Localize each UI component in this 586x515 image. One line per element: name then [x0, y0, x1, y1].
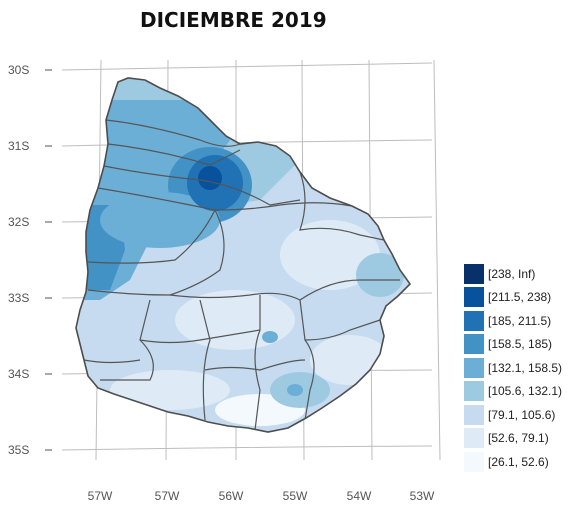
x-tick-label: 53W: [410, 489, 435, 503]
legend-item: [105.6, 132.1): [464, 380, 562, 404]
y-tick-label: 32S: [8, 215, 29, 229]
x-tick-label: 56W: [219, 489, 244, 503]
legend-label: [238, Inf): [488, 266, 536, 281]
legend-swatch: [464, 381, 484, 402]
legend-swatch: [464, 310, 484, 331]
y-tick-label: 35S: [8, 443, 29, 457]
map-title: DICIEMBRE 2019: [140, 8, 327, 32]
x-tick-label: 57W: [88, 489, 113, 503]
y-tick-label: 34S: [8, 367, 29, 381]
legend-label: [185, 211.5): [488, 313, 552, 328]
legend-label: [211.5, 238): [488, 290, 552, 305]
x-tick-label: 57W: [155, 489, 180, 503]
legend-item: [158.5, 185): [464, 333, 562, 357]
legend-swatch: [464, 404, 484, 425]
legend-label: [132.1, 158.5): [488, 360, 563, 375]
legend-label: [52.6, 79.1): [488, 431, 549, 446]
legend: [238, Inf) [211.5, 238) [185, 211.5) [15…: [464, 262, 562, 474]
legend-label: [26.1, 52.6): [488, 454, 549, 469]
y-tick-label: 31S: [8, 139, 29, 153]
legend-item: [79.1, 105.6): [464, 403, 562, 427]
precipitation-fill: [76, 78, 410, 432]
legend-swatch: [464, 263, 484, 284]
y-axis: 30S 31S 32S 33S 34S 35S: [8, 63, 52, 457]
legend-item: [185, 211.5): [464, 309, 562, 333]
x-axis: 57W 57W 56W 55W 54W 53W: [88, 489, 435, 503]
x-tick-label: 55W: [283, 489, 308, 503]
x-tick-label: 54W: [347, 489, 372, 503]
legend-swatch: [464, 287, 484, 308]
legend-item: [211.5, 238): [464, 286, 562, 310]
legend-item: [132.1, 158.5): [464, 356, 562, 380]
legend-label: [105.6, 132.1): [488, 384, 563, 399]
y-tick-label: 30S: [8, 63, 29, 77]
department-borders: [83, 119, 400, 431]
y-tick-label: 33S: [8, 291, 29, 305]
legend-item: [238, Inf): [464, 262, 562, 286]
legend-swatch: [464, 428, 484, 449]
country-outline: [75, 77, 412, 433]
legend-label: [79.1, 105.6): [488, 407, 556, 422]
legend-item: [26.1, 52.6): [464, 450, 562, 474]
legend-label: [158.5, 185): [488, 337, 553, 352]
legend-swatch: [464, 334, 484, 355]
legend-swatch: [464, 357, 484, 378]
legend-swatch: [464, 451, 484, 472]
legend-item: [52.6, 79.1): [464, 427, 562, 451]
